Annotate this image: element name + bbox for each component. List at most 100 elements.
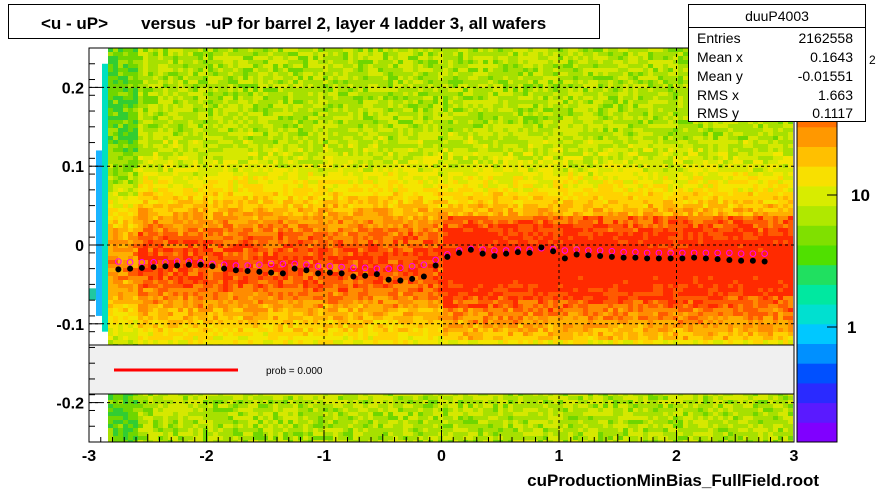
heatmap-cell [333, 280, 338, 284]
heatmap-cell [288, 80, 293, 84]
heatmap-cell [178, 292, 183, 296]
heatmap-cell [283, 268, 288, 272]
heatmap-cell [163, 424, 168, 428]
heatmap-cell [328, 128, 333, 132]
heatmap-cell [303, 276, 308, 280]
heatmap-cell [198, 336, 203, 340]
heatmap-cell [168, 104, 173, 108]
heatmap-cell [278, 168, 283, 172]
heatmap-cell [323, 184, 328, 188]
heatmap-cell [153, 52, 158, 56]
heatmap-cell [328, 440, 333, 442]
heatmap-cell [168, 100, 173, 104]
heatmap-cell [238, 420, 243, 424]
heatmap-cell [143, 340, 148, 344]
heatmap-cell [188, 104, 193, 108]
heatmap-cell [118, 56, 123, 60]
heatmap-cell [218, 232, 223, 236]
heatmap-cell [258, 280, 263, 284]
heatmap-cell [338, 252, 343, 256]
heatmap-cell [303, 316, 308, 320]
heatmap-cell [128, 308, 133, 312]
heatmap-cell [108, 184, 113, 188]
heatmap-cell [358, 148, 363, 152]
heatmap-cell [258, 428, 263, 432]
heatmap-cell [198, 408, 203, 412]
heatmap-cell [143, 228, 148, 232]
heatmap-cell [128, 48, 133, 52]
heatmap-cell [313, 124, 318, 128]
heatmap-cell [203, 424, 208, 428]
heatmap-cell [258, 188, 263, 192]
heatmap-cell [123, 224, 128, 228]
heatmap-cell [258, 292, 263, 296]
heatmap-cell [208, 200, 213, 204]
heatmap-cell [108, 48, 113, 52]
heatmap-cell [293, 292, 298, 296]
heatmap-cell [323, 216, 328, 220]
heatmap-cell [218, 408, 223, 412]
heatmap-cell [178, 324, 183, 328]
heatmap-cell [293, 336, 298, 340]
heatmap-cell [178, 232, 183, 236]
heatmap-cell [333, 152, 338, 156]
heatmap-cell [213, 168, 218, 172]
heatmap-cell [248, 400, 253, 404]
heatmap-cell [348, 68, 353, 72]
heatmap-cell [188, 396, 193, 400]
heatmap-cell [318, 320, 323, 324]
heatmap-cell [318, 268, 323, 272]
heatmap-cell [228, 432, 233, 436]
heatmap-cell [268, 100, 273, 104]
heatmap-cell [348, 200, 353, 204]
heatmap-cell [188, 76, 193, 80]
heatmap-cell [223, 184, 228, 188]
heatmap-cell [118, 260, 123, 264]
heatmap-cell [183, 208, 188, 212]
heatmap-cell [173, 272, 178, 276]
heatmap-cell [273, 432, 278, 436]
heatmap-cell [203, 52, 208, 56]
heatmap-cell [338, 204, 343, 208]
heatmap-cell [203, 152, 208, 156]
heatmap-cell [278, 428, 283, 432]
heatmap-cell [273, 48, 278, 52]
heatmap-cell [238, 288, 243, 292]
heatmap-cell [268, 340, 273, 344]
heatmap-cell [228, 52, 233, 56]
heatmap-cell [228, 324, 233, 328]
heatmap-cell [208, 288, 213, 292]
heatmap-cell [113, 212, 118, 216]
heatmap-cell [193, 284, 198, 288]
heatmap-cell [288, 272, 293, 276]
heatmap-cell [318, 316, 323, 320]
heatmap-cell [123, 72, 128, 76]
heatmap-cell [338, 104, 343, 108]
heatmap-cell [298, 200, 303, 204]
heatmap-cell [283, 124, 288, 128]
heatmap-cell [248, 436, 253, 440]
heatmap-cell [303, 236, 308, 240]
heatmap-cell [273, 412, 278, 416]
heatmap-cell [213, 152, 218, 156]
heatmap-cell [253, 332, 258, 336]
heatmap-cell [278, 404, 283, 408]
heatmap-cell [193, 436, 198, 440]
heatmap-cell [343, 136, 348, 140]
heatmap-cell [153, 284, 158, 288]
heatmap-cell [208, 324, 213, 328]
heatmap-cell [298, 132, 303, 136]
heatmap-cell [253, 280, 258, 284]
heatmap-cell [338, 308, 343, 312]
heatmap-cell [223, 288, 228, 292]
heatmap-cell [173, 440, 178, 442]
heatmap-cell [138, 108, 143, 112]
heatmap-cell [123, 96, 128, 100]
heatmap-cell [108, 264, 113, 268]
heatmap-cell [253, 264, 258, 268]
heatmap-cell [273, 272, 278, 276]
heatmap-cell [238, 328, 243, 332]
heatmap-cell [138, 80, 143, 84]
heatmap-cell [158, 92, 163, 96]
heatmap-cell [333, 252, 338, 256]
